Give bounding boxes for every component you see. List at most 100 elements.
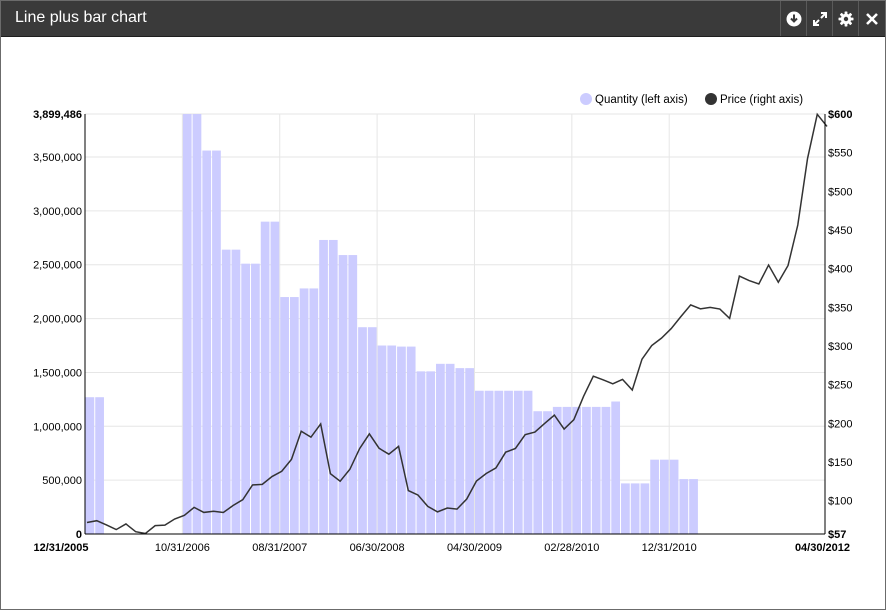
- quantity-bar: [309, 288, 319, 534]
- quantity-bar: [348, 255, 358, 534]
- left-tick-label: 1,500,000: [33, 367, 82, 379]
- quantity-bar: [212, 150, 221, 534]
- quantity-bar: [474, 390, 484, 534]
- quantity-bar: [231, 249, 241, 534]
- quantity-bar: [192, 114, 202, 534]
- legend-label-price: Price (right axis): [720, 94, 803, 106]
- right-tick-label: $100: [828, 496, 852, 508]
- left-tick-label: 3,000,000: [33, 206, 82, 218]
- x-tick-label: 08/31/2007: [252, 542, 307, 554]
- x-tick-label: 10/31/2006: [155, 542, 210, 554]
- download-icon: [786, 11, 801, 26]
- quantity-bar: [377, 345, 387, 534]
- x-axis-ticks: 12/31/2005 10/31/2006 08/31/2007 06/30/2008…: [33, 542, 850, 554]
- legend-swatch-price: [705, 93, 717, 105]
- right-tick-label: $550: [828, 148, 852, 160]
- quantity-bar: [640, 483, 650, 534]
- quantity-bar: [328, 239, 338, 534]
- quantity-bar: [679, 479, 689, 534]
- quantity-bar: [572, 406, 582, 534]
- left-tick-label: 3,500,000: [33, 152, 82, 164]
- quantity-bar: [289, 297, 299, 534]
- right-tick-label: $400: [828, 264, 852, 276]
- close-icon: [865, 12, 878, 25]
- quantity-bar: [367, 327, 377, 534]
- quantity-bar: [445, 363, 455, 534]
- quantity-bar: [280, 297, 289, 534]
- close-button[interactable]: [858, 1, 884, 36]
- axes: [84, 114, 826, 535]
- quantity-bar: [436, 363, 445, 534]
- x-tick-label: 06/30/2008: [350, 542, 405, 554]
- right-tick-label: $350: [828, 302, 852, 314]
- left-tick-label: 0: [76, 529, 82, 541]
- quantity-bar: [523, 390, 533, 534]
- quantity-bar: [299, 288, 309, 534]
- line-plus-bar-chart: 0 500,000 1,000,000 1,500,000 2,000,000 2,500…: [33, 93, 852, 554]
- x-tick-label: 02/28/2010: [544, 542, 599, 554]
- right-tick-label: $250: [828, 380, 852, 392]
- left-tick-label: 500,000: [42, 475, 82, 487]
- right-tick-label: $450: [828, 225, 852, 237]
- quantity-bar: [513, 390, 523, 534]
- quantity-bar: [630, 483, 640, 534]
- quantity-bar: [659, 459, 669, 534]
- right-tick-label: $200: [828, 418, 852, 430]
- quantity-bar: [533, 411, 543, 534]
- right-tick-label: $500: [828, 186, 852, 198]
- x-tick-label: 12/31/2005: [33, 542, 88, 554]
- quantity-bar: [484, 390, 494, 534]
- quantity-bar: [358, 327, 367, 534]
- quantity-bar: [426, 371, 436, 534]
- quantity-bar: [621, 483, 630, 534]
- fullscreen-button[interactable]: [806, 1, 832, 36]
- right-axis-ticks: $57 $100 $150 $200 $250 $300 $350 $400 $450 $500 $…: [828, 109, 852, 541]
- quantity-bar: [270, 221, 280, 535]
- left-tick-label: 2,000,000: [33, 314, 82, 326]
- quantity-bar: [669, 459, 679, 534]
- quantity-bar: [504, 390, 513, 534]
- x-tick-label: 04/30/2009: [447, 542, 502, 554]
- settings-button[interactable]: [832, 1, 858, 36]
- quantity-bars: [85, 114, 698, 535]
- quantity-bar: [202, 150, 212, 534]
- legend: Quantity (left axis) Price (right axis): [580, 93, 803, 106]
- quantity-bar: [95, 397, 104, 534]
- legend-swatch-quantity: [580, 93, 592, 105]
- left-tick-label: 3,899,486: [33, 109, 82, 121]
- quantity-bar: [397, 346, 406, 534]
- quantity-bar: [543, 411, 552, 534]
- quantity-bar: [182, 114, 192, 534]
- quantity-bar: [650, 459, 659, 534]
- quantity-bar: [552, 406, 562, 534]
- quantity-bar: [455, 368, 465, 534]
- right-tick-label: $150: [828, 457, 852, 469]
- x-tick-label: 04/30/2012: [795, 542, 850, 554]
- download-button[interactable]: [780, 1, 806, 36]
- quantity-bar: [582, 406, 591, 534]
- quantity-bar: [611, 401, 621, 534]
- right-tick-label: $57: [828, 529, 846, 541]
- quantity-bar: [601, 406, 611, 534]
- quantity-bar: [251, 263, 260, 534]
- quantity-bar: [406, 346, 416, 534]
- window-title: Line plus bar chart: [15, 9, 147, 26]
- price-line: [86, 112, 828, 535]
- quantity-bar: [416, 371, 426, 534]
- expand-icon: [812, 11, 827, 26]
- gear-icon: [838, 11, 853, 26]
- quantity-bar: [387, 345, 397, 534]
- quantity-bar: [689, 479, 698, 534]
- left-tick-label: 2,500,000: [33, 260, 82, 272]
- legend-label-quantity: Quantity (left axis): [595, 94, 688, 106]
- quantity-bar: [465, 368, 474, 534]
- quantity-bar: [241, 263, 251, 534]
- x-tick-label: 12/31/2010: [642, 542, 697, 554]
- quantity-bar: [562, 406, 572, 534]
- left-tick-label: 1,000,000: [33, 421, 82, 433]
- titlebar: Line plus bar chart: [1, 1, 885, 37]
- left-axis-ticks: 0 500,000 1,000,000 1,500,000 2,000,000 2,500…: [33, 109, 82, 541]
- quantity-bar: [338, 255, 348, 534]
- quantity-bar: [85, 397, 95, 534]
